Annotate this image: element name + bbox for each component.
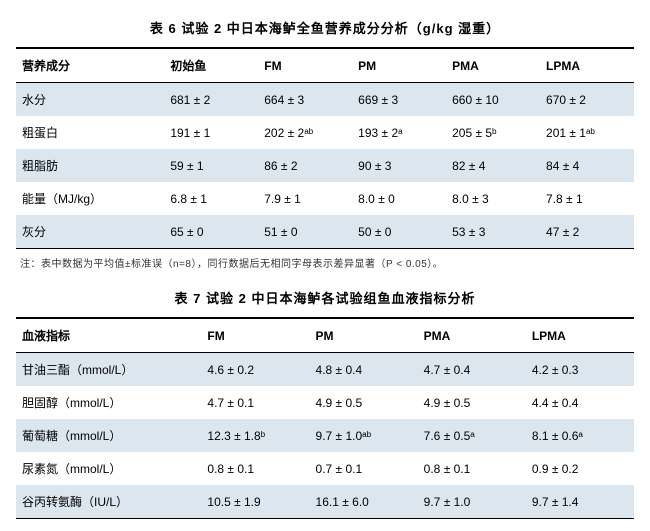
table-cell: 16.1 ± 6.0 — [310, 485, 418, 519]
table-cell: 7.6 ± 0.5ᵃ — [418, 419, 526, 452]
table-cell: 葡萄糖（mmol/L） — [16, 419, 201, 452]
table-row: 粗脂肪 59 ± 1 86 ± 2 90 ± 3 82 ± 4 84 ± 4 — [16, 149, 634, 182]
table-cell: 4.4 ± 0.4 — [526, 386, 634, 419]
table7-header-cell: PMA — [418, 318, 526, 353]
table6-header-cell: 初始鱼 — [164, 48, 258, 83]
table-cell: 65 ± 0 — [164, 215, 258, 249]
table-row: 胆固醇（mmol/L） 4.7 ± 0.1 4.9 ± 0.5 4.9 ± 0.… — [16, 386, 634, 419]
table7-header-cell: FM — [201, 318, 309, 353]
table-cell: 9.7 ± 1.0 — [418, 485, 526, 519]
table-cell: 681 ± 2 — [164, 83, 258, 117]
table6-header-row: 营养成分 初始鱼 FM PM PMA LPMA — [16, 48, 634, 83]
table-cell: 53 ± 3 — [446, 215, 540, 249]
table-cell: 670 ± 2 — [540, 83, 634, 117]
table6-header-cell: 营养成分 — [16, 48, 164, 83]
table6-header-cell: FM — [258, 48, 352, 83]
table-row: 灰分 65 ± 0 51 ± 0 50 ± 0 53 ± 3 47 ± 2 — [16, 215, 634, 249]
table-row: 能量（MJ/kg） 6.8 ± 1 7.9 ± 1 8.0 ± 0 8.0 ± … — [16, 182, 634, 215]
table-row: 葡萄糖（mmol/L） 12.3 ± 1.8ᵇ 9.7 ± 1.0ᵃᵇ 7.6 … — [16, 419, 634, 452]
table-cell: 86 ± 2 — [258, 149, 352, 182]
table-cell: 47 ± 2 — [540, 215, 634, 249]
table-cell: 51 ± 0 — [258, 215, 352, 249]
table-cell: 4.2 ± 0.3 — [526, 353, 634, 387]
table-cell: 8.1 ± 0.6ᵃ — [526, 419, 634, 452]
table6-header-cell: PM — [352, 48, 446, 83]
table7-header-cell: PM — [310, 318, 418, 353]
table7: 血液指标 FM PM PMA LPMA 甘油三酯（mmol/L） 4.6 ± 0… — [16, 317, 634, 519]
table-cell: 4.9 ± 0.5 — [310, 386, 418, 419]
table7-header-cell: 血液指标 — [16, 318, 201, 353]
table-cell: 0.9 ± 0.2 — [526, 452, 634, 485]
table-cell: 59 ± 1 — [164, 149, 258, 182]
table-cell: 202 ± 2ᵃᵇ — [258, 116, 352, 149]
table6-header-cell: LPMA — [540, 48, 634, 83]
table-cell: 669 ± 3 — [352, 83, 446, 117]
table-cell: 50 ± 0 — [352, 215, 446, 249]
table-cell: 4.6 ± 0.2 — [201, 353, 309, 387]
table-cell: 胆固醇（mmol/L） — [16, 386, 201, 419]
table6-footnote: 注：表中数据为平均值±标准误（n=8），同行数据后无相同字母表示差异显著（P <… — [20, 255, 634, 270]
table-cell: 甘油三酯（mmol/L） — [16, 353, 201, 387]
table6: 营养成分 初始鱼 FM PM PMA LPMA 水分 681 ± 2 664 ±… — [16, 47, 634, 249]
table6-header-cell: PMA — [446, 48, 540, 83]
table-cell: 9.7 ± 1.0ᵃᵇ — [310, 419, 418, 452]
table-cell: 82 ± 4 — [446, 149, 540, 182]
table-row: 粗蛋白 191 ± 1 202 ± 2ᵃᵇ 193 ± 2ᵃ 205 ± 5ᵇ … — [16, 116, 634, 149]
table-row: 尿素氮（mmol/L） 0.8 ± 0.1 0.7 ± 0.1 0.8 ± 0.… — [16, 452, 634, 485]
table-cell: 4.7 ± 0.1 — [201, 386, 309, 419]
table-cell: 8.0 ± 3 — [446, 182, 540, 215]
table-cell: 8.0 ± 0 — [352, 182, 446, 215]
table-row: 水分 681 ± 2 664 ± 3 669 ± 3 660 ± 10 670 … — [16, 83, 634, 117]
table7-header-row: 血液指标 FM PM PMA LPMA — [16, 318, 634, 353]
table-cell: 191 ± 1 — [164, 116, 258, 149]
table-cell: 4.9 ± 0.5 — [418, 386, 526, 419]
table-cell: 6.8 ± 1 — [164, 182, 258, 215]
table6-caption: 表 6 试验 2 中日本海鲈全鱼营养成分分析（g/kg 湿重） — [16, 18, 634, 37]
table-cell: 0.8 ± 0.1 — [201, 452, 309, 485]
table-cell: 谷丙转氨酶（IU/L） — [16, 485, 201, 519]
table7-header-cell: LPMA — [526, 318, 634, 353]
table-cell: 水分 — [16, 83, 164, 117]
table-cell: 粗蛋白 — [16, 116, 164, 149]
table6-body: 水分 681 ± 2 664 ± 3 669 ± 3 660 ± 10 670 … — [16, 83, 634, 249]
table-cell: 粗脂肪 — [16, 149, 164, 182]
table-cell: 能量（MJ/kg） — [16, 182, 164, 215]
table-cell: 205 ± 5ᵇ — [446, 116, 540, 149]
table-cell: 84 ± 4 — [540, 149, 634, 182]
table-cell: 660 ± 10 — [446, 83, 540, 117]
table-cell: 9.7 ± 1.4 — [526, 485, 634, 519]
table-cell: 664 ± 3 — [258, 83, 352, 117]
table-row: 甘油三酯（mmol/L） 4.6 ± 0.2 4.8 ± 0.4 4.7 ± 0… — [16, 353, 634, 387]
table-cell: 4.7 ± 0.4 — [418, 353, 526, 387]
table-cell: 4.8 ± 0.4 — [310, 353, 418, 387]
table-cell: 7.9 ± 1 — [258, 182, 352, 215]
table7-body: 甘油三酯（mmol/L） 4.6 ± 0.2 4.8 ± 0.4 4.7 ± 0… — [16, 353, 634, 519]
table-cell: 尿素氮（mmol/L） — [16, 452, 201, 485]
table-row: 谷丙转氨酶（IU/L） 10.5 ± 1.9 16.1 ± 6.0 9.7 ± … — [16, 485, 634, 519]
table-cell: 201 ± 1ᵃᵇ — [540, 116, 634, 149]
table-cell: 12.3 ± 1.8ᵇ — [201, 419, 309, 452]
table7-caption: 表 7 试验 2 中日本海鲈各试验组鱼血液指标分析 — [16, 288, 634, 307]
table-cell: 0.7 ± 0.1 — [310, 452, 418, 485]
table-cell: 10.5 ± 1.9 — [201, 485, 309, 519]
table-cell: 7.8 ± 1 — [540, 182, 634, 215]
table-cell: 193 ± 2ᵃ — [352, 116, 446, 149]
table-cell: 灰分 — [16, 215, 164, 249]
table-cell: 90 ± 3 — [352, 149, 446, 182]
table-cell: 0.8 ± 0.1 — [418, 452, 526, 485]
